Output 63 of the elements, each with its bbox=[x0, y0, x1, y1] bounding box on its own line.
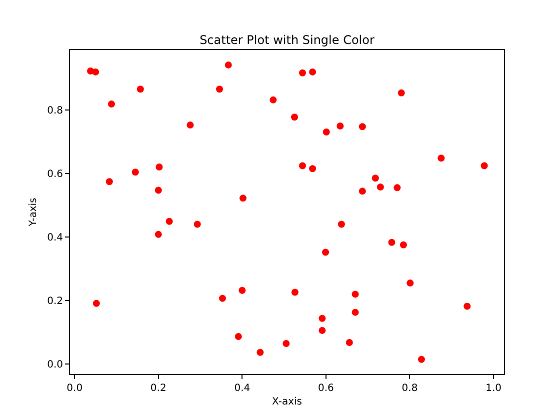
point bbox=[346, 339, 353, 346]
point bbox=[406, 280, 414, 287]
point bbox=[224, 61, 232, 68]
point bbox=[388, 238, 396, 246]
point bbox=[291, 288, 298, 296]
point bbox=[318, 326, 326, 334]
point bbox=[309, 165, 316, 172]
x-tick-label: 0.6 bbox=[318, 383, 334, 394]
point bbox=[400, 241, 407, 248]
point bbox=[216, 86, 224, 93]
point bbox=[92, 300, 100, 307]
x-tick-label: 0.8 bbox=[402, 383, 418, 394]
point bbox=[480, 162, 488, 170]
point bbox=[309, 68, 316, 76]
point bbox=[256, 348, 264, 356]
point bbox=[464, 302, 471, 310]
x-tick-label: 0.0 bbox=[66, 383, 83, 394]
y-tick-label: 0.8 bbox=[47, 105, 63, 116]
point bbox=[358, 188, 366, 195]
point bbox=[218, 294, 226, 302]
y-axis-title: Y-axis bbox=[28, 198, 40, 228]
point bbox=[358, 123, 366, 130]
point bbox=[338, 220, 345, 228]
x-axis-title: X-axis bbox=[272, 396, 302, 408]
point bbox=[291, 114, 298, 121]
point bbox=[322, 128, 330, 136]
point bbox=[166, 218, 173, 225]
point bbox=[154, 230, 162, 238]
x-tick-label: 0.4 bbox=[234, 383, 250, 394]
y-tick-label: 0.6 bbox=[47, 168, 63, 180]
point bbox=[106, 178, 113, 186]
x-tick-label: 0.2 bbox=[150, 383, 166, 394]
point bbox=[156, 164, 163, 171]
chart-title: Scatter Plot with Single Color bbox=[200, 33, 374, 47]
point bbox=[136, 86, 144, 93]
y-tick-label: 0.2 bbox=[47, 296, 63, 308]
point bbox=[108, 100, 115, 108]
point bbox=[299, 162, 306, 170]
point bbox=[299, 69, 306, 76]
point bbox=[318, 314, 326, 322]
y-tick-label: 0.0 bbox=[47, 360, 63, 371]
point bbox=[322, 248, 330, 256]
point bbox=[234, 332, 242, 340]
point bbox=[398, 89, 405, 96]
point bbox=[238, 286, 246, 294]
point bbox=[92, 68, 100, 76]
point bbox=[186, 122, 194, 129]
point bbox=[282, 340, 290, 347]
point bbox=[336, 122, 344, 130]
point bbox=[154, 186, 162, 194]
point bbox=[394, 184, 401, 192]
point bbox=[372, 174, 379, 182]
point bbox=[438, 154, 445, 162]
point bbox=[132, 168, 139, 176]
point bbox=[376, 184, 384, 191]
y-tick-label: 0.4 bbox=[47, 232, 63, 244]
point bbox=[352, 308, 359, 316]
point bbox=[352, 290, 359, 298]
point bbox=[194, 220, 201, 228]
x-tick-label: 1.0 bbox=[486, 383, 502, 394]
point bbox=[240, 194, 247, 202]
point bbox=[418, 356, 425, 363]
point bbox=[270, 96, 277, 104]
